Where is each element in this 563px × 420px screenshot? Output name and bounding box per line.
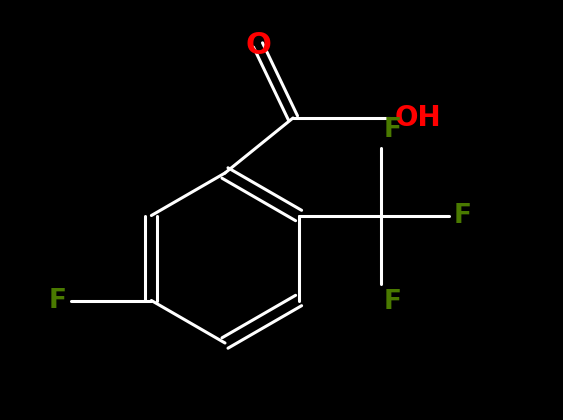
Text: O: O <box>245 31 271 60</box>
Text: OH: OH <box>395 104 441 132</box>
Text: F: F <box>48 288 66 313</box>
Text: F: F <box>383 289 401 315</box>
Text: F: F <box>383 116 401 142</box>
Text: F: F <box>454 202 472 228</box>
